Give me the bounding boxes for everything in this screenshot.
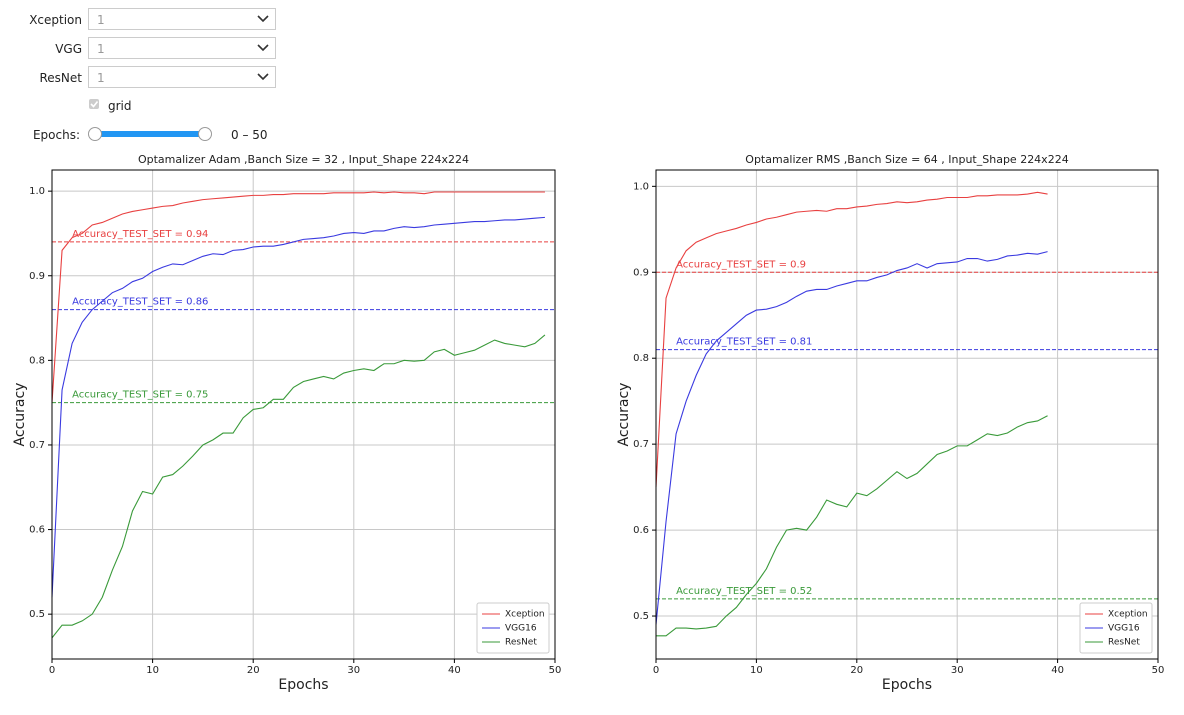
dropdown-label: ResNet bbox=[39, 71, 83, 85]
y-tick-label: 0.9 bbox=[633, 267, 649, 278]
legend-label: Xception bbox=[1108, 610, 1148, 620]
series-line bbox=[655, 251, 1048, 625]
checkmark bbox=[90, 101, 99, 108]
chevron bbox=[257, 73, 269, 81]
plot-area: 0 10 20 30 40 50 0.5 0.6 0.7 0.8 0.9 1.0 Accuracy_TE… bbox=[616, 153, 1164, 693]
y-tick-label: 0.9 bbox=[29, 271, 45, 282]
legend-box bbox=[1079, 602, 1153, 654]
chart-title: Optamalizer Adam ,Banch Size = 32 , Inpu… bbox=[138, 153, 469, 166]
x-tick-label: 40 bbox=[1051, 665, 1064, 676]
dropdown-label: Xception bbox=[29, 13, 82, 27]
y-axis-label: Accuracy bbox=[12, 383, 28, 447]
x-tick-label: 0 bbox=[49, 665, 55, 676]
series-line bbox=[51, 191, 545, 403]
series-line bbox=[656, 415, 1048, 637]
slider-track bbox=[96, 131, 206, 137]
x-tick-label: 20 bbox=[247, 665, 260, 676]
legend-box bbox=[476, 602, 550, 654]
dropdown-label: VGG bbox=[55, 42, 82, 56]
dropdown[interactable]: 1 bbox=[88, 37, 276, 59]
slider-handle[interactable] bbox=[198, 127, 212, 141]
legend-label: VGG16 bbox=[1108, 624, 1140, 634]
axes-frame bbox=[655, 169, 1159, 660]
y-tick-label: 0.6 bbox=[29, 525, 45, 536]
reference-label: Accuracy_TEST_SET = 0.52 bbox=[676, 586, 812, 597]
dropdown[interactable]: 1 bbox=[88, 66, 276, 88]
chevron bbox=[257, 15, 269, 23]
x-axis-label: Epochs bbox=[278, 677, 328, 693]
y-tick-label: 0.8 bbox=[29, 355, 45, 366]
reference-label: Accuracy_TEST_SET = 0.9 bbox=[676, 259, 806, 270]
reference-label: Accuracy_TEST_SET = 0.94 bbox=[72, 229, 208, 240]
x-tick-label: 10 bbox=[750, 665, 763, 676]
y-tick-label: 1.0 bbox=[29, 186, 45, 197]
series-line bbox=[51, 216, 545, 598]
checkbox[interactable] bbox=[89, 99, 99, 109]
x-tick-label: 40 bbox=[448, 665, 461, 676]
x-tick-label: 10 bbox=[146, 665, 159, 676]
reference-label: Accuracy_TEST_SET = 0.81 bbox=[676, 337, 812, 348]
slider-row: Epochs: 0 – 50 bbox=[0, 125, 300, 149]
slider-handle[interactable] bbox=[88, 127, 102, 141]
chevron bbox=[257, 44, 269, 52]
y-tick-label: 1.0 bbox=[633, 181, 649, 192]
x-tick-label: 50 bbox=[1152, 665, 1165, 676]
plot-area: 0 10 20 30 40 50 0.5 0.6 0.7 0.8 0.9 1.0 Accuracy_TE… bbox=[12, 153, 561, 693]
legend-label: VGG16 bbox=[505, 624, 537, 634]
dropdown-value: 1 bbox=[97, 42, 105, 56]
chart-title: Optamalizer RMS ,Banch Size = 64 , Input… bbox=[745, 153, 1068, 166]
dropdown-value: 1 bbox=[97, 71, 105, 85]
legend-label: Xception bbox=[505, 610, 545, 620]
y-tick-label: 0.6 bbox=[633, 525, 649, 536]
slider-label: Epochs: bbox=[32, 128, 80, 142]
y-tick-label: 0.8 bbox=[633, 353, 649, 364]
x-tick-label: 0 bbox=[653, 665, 659, 676]
y-tick-label: 0.5 bbox=[633, 611, 649, 622]
x-tick-label: 30 bbox=[951, 665, 964, 676]
checkbox-label: grid bbox=[108, 99, 132, 113]
series-line bbox=[655, 191, 1048, 488]
series-line bbox=[51, 334, 546, 639]
dropdown-value: 1 bbox=[97, 13, 105, 27]
dropdown[interactable]: 1 bbox=[88, 8, 276, 30]
x-tick-label: 30 bbox=[347, 665, 360, 676]
slider-readout: 0 – 50 bbox=[231, 128, 268, 142]
legend-label: ResNet bbox=[505, 638, 537, 648]
y-tick-label: 0.5 bbox=[29, 609, 45, 620]
x-tick-label: 50 bbox=[549, 665, 562, 676]
reference-label: Accuracy_TEST_SET = 0.86 bbox=[72, 297, 208, 308]
x-axis-label: Epochs bbox=[882, 677, 932, 693]
legend-label: ResNet bbox=[1108, 638, 1140, 648]
reference-label: Accuracy_TEST_SET = 0.75 bbox=[72, 390, 208, 401]
y-tick-label: 0.7 bbox=[633, 439, 649, 450]
y-axis-label: Accuracy bbox=[616, 383, 632, 447]
x-tick-label: 20 bbox=[850, 665, 863, 676]
y-tick-label: 0.7 bbox=[29, 440, 45, 451]
axes-frame bbox=[51, 169, 556, 660]
